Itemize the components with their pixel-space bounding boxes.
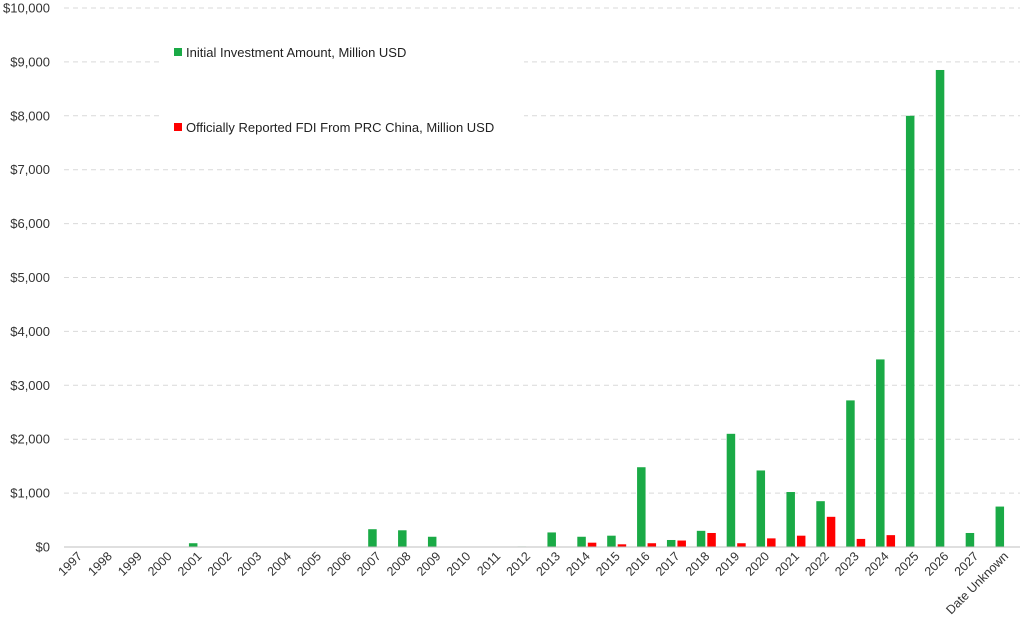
bar-initial-investment-2017 (666, 539, 676, 547)
x-tick-label: 2023 (832, 549, 862, 579)
bar-official-fdi-2016 (647, 543, 657, 547)
y-tick-label: $0 (36, 540, 50, 555)
x-tick-label: 2015 (593, 549, 623, 579)
x-tick-label: 2009 (414, 549, 444, 579)
x-tick-label: 1998 (85, 549, 115, 579)
bar-official-fdi-2014 (587, 542, 597, 547)
y-tick-label: $10,000 (3, 1, 50, 16)
bar-initial-investment-2019 (726, 433, 736, 547)
y-axis: $0 $1,000 $2,000 $3,000 $4,000 $5,000 $6,000 $7… (3, 1, 50, 555)
x-tick-label: 1997 (55, 549, 85, 579)
x-tick-label: 2019 (713, 549, 743, 579)
bar-initial-investment-date-unknown (995, 506, 1005, 547)
y-tick-label: $2,000 (10, 432, 50, 447)
x-tick-label: 2020 (743, 549, 773, 579)
x-tick-label: 2017 (653, 549, 683, 579)
bar-official-fdi-2023 (856, 538, 866, 547)
bar-initial-investment-2022 (816, 501, 825, 547)
x-tick-label: 2013 (533, 549, 563, 579)
bar-initial-investment-2016 (637, 467, 646, 547)
bar-initial-investment-2024 (876, 359, 885, 547)
bar-official-fdi-2017 (677, 540, 686, 547)
bar-initial-investment-2025 (905, 115, 915, 548)
bar-initial-investment-2015 (607, 535, 616, 547)
bar-initial-investment-2020 (756, 470, 766, 547)
bar-initial-investment-2014 (577, 536, 586, 547)
x-tick-label: 2001 (175, 549, 205, 579)
x-tick-label: 2005 (294, 549, 324, 579)
x-tick-label: 1999 (115, 549, 145, 579)
bar-official-fdi-2018 (707, 532, 716, 547)
x-tick-label: 2012 (504, 549, 534, 579)
bar-official-fdi-2021 (796, 535, 806, 547)
bar-initial-investment-2026 (935, 69, 945, 548)
x-tick-label: 2024 (862, 549, 892, 579)
bar-official-fdi-2019 (737, 543, 746, 547)
x-tick-label: 2011 (474, 549, 503, 578)
x-tick-label: 2010 (444, 549, 474, 579)
y-tick-label: $5,000 (10, 270, 50, 285)
bar-initial-investment-2008 (398, 530, 407, 547)
y-tick-label: $6,000 (10, 216, 50, 231)
bar-official-fdi-2022 (826, 516, 836, 547)
bar-official-fdi-2015 (617, 544, 627, 547)
bar-initial-investment-2007 (368, 529, 377, 547)
legend: Initial Investment Amount, Million USD O… (160, 36, 524, 146)
x-tick-label: 2025 (892, 549, 922, 579)
bar-official-fdi-2020 (767, 538, 776, 547)
x-tick-label: 2022 (802, 549, 832, 579)
y-tick-label: $4,000 (10, 324, 50, 339)
gridlines (64, 7, 1020, 494)
legend-swatch-initial-investment (174, 48, 182, 56)
x-tick-label: 2004 (265, 549, 295, 579)
bar-initial-investment-2013 (547, 532, 556, 547)
x-tick-label: 2007 (354, 549, 384, 579)
x-tick-label: 2026 (922, 549, 952, 579)
x-tick-label: 2006 (324, 549, 354, 579)
bar-initial-investment-2018 (696, 530, 706, 547)
y-tick-label: $3,000 (10, 378, 50, 393)
legend-swatch-official-fdi (174, 123, 182, 131)
bar-official-fdi-2024 (886, 535, 896, 547)
x-tick-label: 2016 (623, 549, 653, 579)
legend-background (160, 36, 524, 146)
bars (188, 69, 1005, 548)
legend-label-official-fdi: Officially Reported FDI From PRC China, … (186, 120, 494, 135)
y-tick-label: $1,000 (10, 486, 50, 501)
bar-initial-investment-2027 (965, 532, 975, 547)
x-tick-label: 2018 (683, 549, 713, 579)
y-tick-label: $9,000 (10, 54, 50, 69)
legend-label-initial-investment: Initial Investment Amount, Million USD (186, 45, 406, 60)
x-tick-label: 2003 (235, 549, 265, 579)
x-tick-label: 2008 (384, 549, 414, 579)
bar-initial-investment-2023 (846, 400, 855, 547)
x-tick-label: 2000 (145, 549, 175, 579)
x-axis: 1997 1998 1999 2000 2001 2002 2003 2004 2005 2006… (55, 546, 1020, 617)
bar-initial-investment-2021 (786, 492, 795, 547)
bar-initial-investment-2001 (188, 543, 198, 547)
bar-initial-investment-2009 (427, 536, 437, 547)
y-tick-label: $8,000 (10, 108, 50, 123)
y-tick-label: $7,000 (10, 162, 50, 177)
x-tick-label: 2002 (205, 549, 235, 579)
x-tick-label: 2014 (563, 549, 593, 579)
x-tick-label: 2021 (772, 549, 802, 579)
